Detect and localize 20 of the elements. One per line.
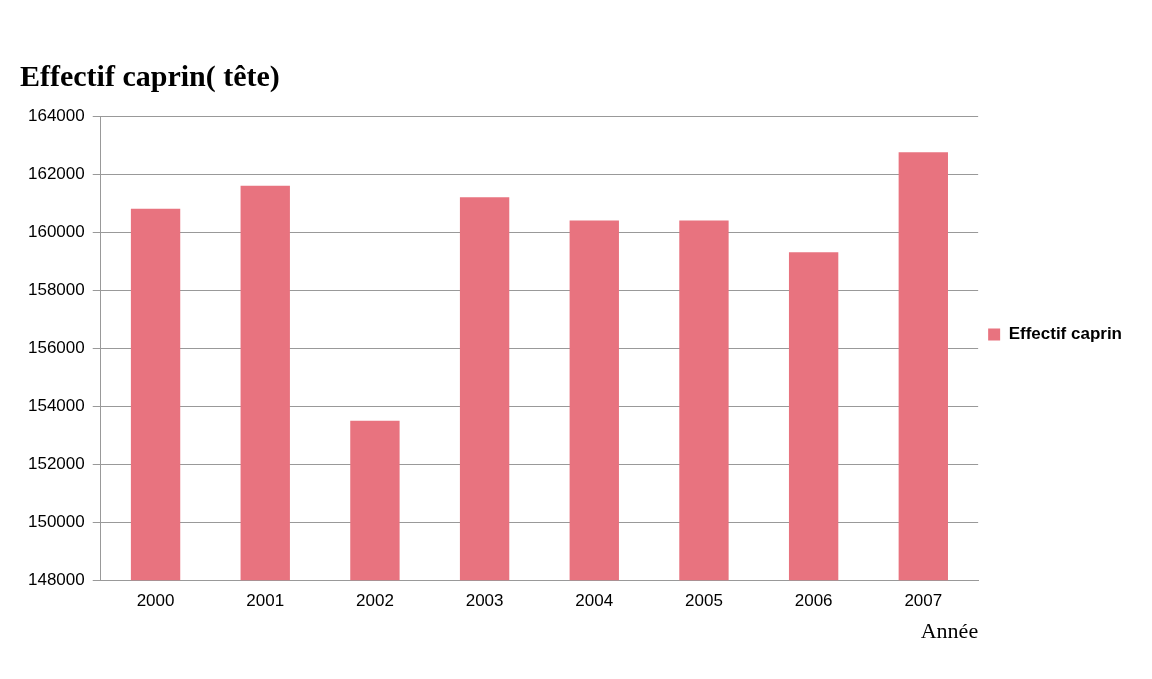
y-tick-label: 164000	[27, 105, 85, 125]
x-tick-label: 2005	[685, 591, 723, 611]
x-tick-label: 2000	[136, 591, 175, 611]
legend-label: Effectif caprin	[1008, 324, 1122, 344]
y-tick-label: 152000	[27, 453, 85, 473]
x-tick-label: 2002	[356, 591, 394, 611]
x-tick-label: 2007	[904, 591, 943, 611]
x-axis-title: Année	[920, 617, 979, 643]
y-tick-label: 158000	[27, 279, 85, 299]
y-tick-label: 156000	[27, 337, 85, 357]
y-tick-label: 160000	[27, 221, 85, 241]
x-tick-label: 2003	[465, 591, 504, 611]
chart-title: Effectif caprin( tête)	[20, 58, 280, 93]
x-tick-label: 2006	[794, 591, 833, 611]
y-tick-label: 150000	[27, 511, 85, 531]
y-tick-label: 148000	[27, 569, 85, 589]
x-tick-label: 2004	[575, 591, 614, 611]
y-tick-label: 154000	[27, 395, 85, 415]
y-tick-label: 162000	[27, 163, 85, 183]
x-tick-label: 2001	[246, 591, 285, 611]
